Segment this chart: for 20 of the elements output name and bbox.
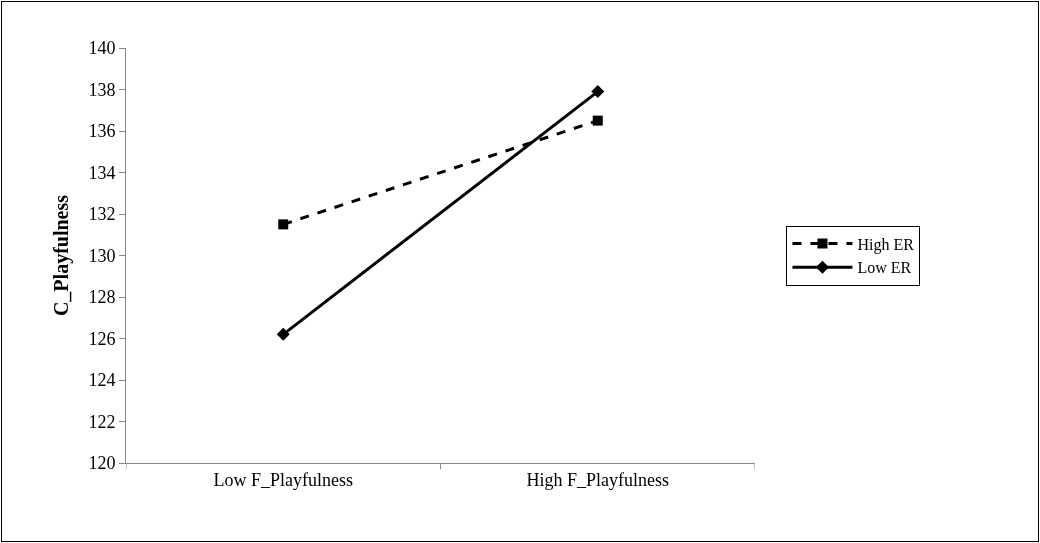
y-tick-label: 136 xyxy=(88,121,116,142)
y-tick-label: 138 xyxy=(88,79,116,100)
point xyxy=(278,219,289,230)
y-tick-label: 124 xyxy=(88,370,116,391)
y-tick-label: 130 xyxy=(88,245,116,266)
y-tick-label: 140 xyxy=(88,38,116,59)
legend-label: Low ER xyxy=(857,259,912,277)
point xyxy=(591,85,605,99)
point xyxy=(276,327,290,341)
y-tick-label: 120 xyxy=(88,453,116,474)
legend-label: High ER xyxy=(857,235,915,254)
y-tick-label: 122 xyxy=(88,411,116,432)
y-axis-title: C_Playfulness xyxy=(49,194,73,317)
y-tick-label: 128 xyxy=(88,287,116,308)
point xyxy=(592,115,603,126)
y-tick-label: 132 xyxy=(88,204,116,225)
y-tick-label: 134 xyxy=(88,162,116,183)
y-tick-label: 126 xyxy=(88,328,116,349)
x-tick-label: Low F_Playfulness xyxy=(213,469,353,490)
x-tick-label: High F_Playfulness xyxy=(526,469,670,490)
